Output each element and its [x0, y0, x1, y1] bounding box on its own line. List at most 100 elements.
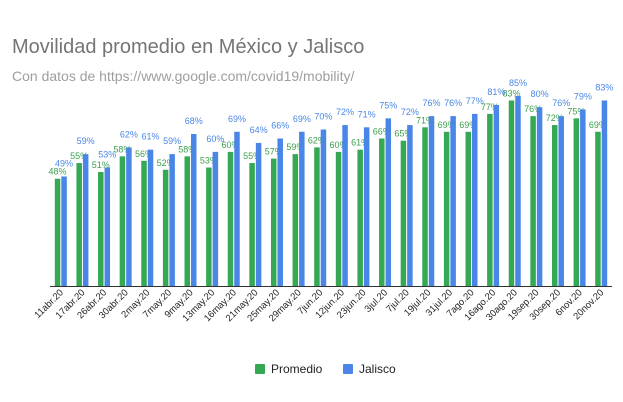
data-label-jalisco-3: 62% — [120, 129, 138, 139]
data-label-promedio-18: 69% — [438, 120, 456, 130]
data-label-jalisco-17: 76% — [423, 98, 441, 108]
bar-promedio-4 — [141, 160, 147, 286]
bar-promedio-11 — [292, 154, 299, 286]
data-label-promedio-10: 57% — [265, 147, 283, 157]
data-label-jalisco-24: 79% — [574, 91, 592, 101]
data-label-promedio-20: 77% — [481, 102, 499, 112]
data-label-jalisco-16: 72% — [401, 107, 419, 117]
data-label-promedio-16: 65% — [394, 129, 412, 139]
bar-jalisco-7 — [212, 151, 219, 286]
data-label-promedio-25: 69% — [589, 120, 607, 130]
data-label-jalisco-2: 53% — [98, 150, 116, 160]
data-label-promedio-7: 53% — [200, 156, 218, 166]
data-label-promedio-13: 60% — [330, 140, 348, 150]
data-label-jalisco-12: 70% — [314, 112, 332, 122]
bar-promedio-7 — [206, 167, 212, 286]
data-label-jalisco-10: 66% — [271, 120, 289, 130]
data-label-promedio-21: 83% — [502, 88, 520, 98]
data-label-jalisco-18: 76% — [444, 98, 462, 108]
legend-label-promedio: Promedio — [271, 362, 323, 376]
bar-jalisco-15 — [385, 118, 392, 287]
data-label-promedio-2: 51% — [92, 160, 110, 170]
bar-promedio-20 — [487, 113, 493, 286]
bar-promedio-5 — [162, 169, 169, 286]
legend-label-jalisco: Jalisco — [359, 362, 396, 376]
data-label-promedio-15: 66% — [373, 126, 391, 136]
bar-promedio-18 — [443, 131, 450, 286]
data-label-jalisco-5: 59% — [163, 136, 181, 146]
bar-promedio-19 — [465, 131, 471, 286]
bar-promedio-16 — [400, 140, 407, 286]
bar-jalisco-19 — [472, 113, 478, 286]
data-label-jalisco-14: 71% — [358, 109, 376, 119]
bar-promedio-22 — [530, 116, 536, 286]
bar-jalisco-17 — [428, 116, 435, 286]
data-label-promedio-5: 52% — [157, 158, 175, 168]
data-label-promedio-9: 55% — [243, 151, 261, 161]
data-label-promedio-19: 69% — [459, 120, 477, 130]
data-label-jalisco-23: 76% — [552, 98, 570, 108]
bar-promedio-9 — [249, 163, 255, 286]
bar-jalisco-9 — [255, 142, 262, 286]
data-label-jalisco-13: 72% — [336, 107, 354, 117]
data-label-jalisco-21: 85% — [509, 78, 527, 88]
bar-jalisco-13 — [342, 125, 348, 286]
data-label-promedio-0: 48% — [49, 167, 67, 177]
data-label-jalisco-4: 61% — [142, 132, 160, 142]
data-label-jalisco-7: 60% — [206, 134, 224, 144]
chart-title: Movilidad promedio en México y Jalisco — [12, 36, 365, 58]
bar-jalisco-16 — [407, 125, 413, 286]
bar-jalisco-10 — [277, 138, 283, 286]
data-label-jalisco-0: 49% — [55, 158, 73, 168]
bar-promedio-23 — [551, 125, 558, 286]
bar-jalisco-1 — [82, 154, 89, 286]
bar-jalisco-5 — [169, 154, 175, 286]
bar-jalisco-23 — [558, 116, 564, 286]
bar-jalisco-12 — [320, 129, 327, 286]
bar-jalisco-4 — [147, 149, 154, 286]
bar-promedio-17 — [422, 127, 428, 286]
bar-jalisco-25 — [601, 100, 608, 287]
data-label-promedio-11: 59% — [286, 142, 304, 152]
bar-jalisco-2 — [104, 167, 111, 286]
data-label-jalisco-20: 81% — [487, 87, 505, 97]
bar-promedio-1 — [76, 163, 82, 286]
bar-promedio-12 — [314, 147, 320, 286]
data-label-promedio-6: 58% — [178, 144, 196, 154]
data-label-promedio-14: 61% — [351, 138, 369, 148]
bar-promedio-8 — [227, 151, 234, 286]
data-label-jalisco-25: 83% — [595, 82, 613, 92]
bar-jalisco-3 — [126, 147, 132, 286]
bar-promedio-14 — [357, 149, 363, 286]
bar-promedio-25 — [595, 131, 601, 286]
bar-promedio-10 — [270, 158, 277, 286]
x-tick-label-15: 3jul.20 — [363, 287, 391, 315]
bar-jalisco-11 — [299, 131, 305, 286]
data-label-jalisco-6: 68% — [185, 116, 203, 126]
bar-jalisco-22 — [536, 107, 543, 286]
data-label-promedio-4: 56% — [135, 149, 153, 159]
data-label-promedio-12: 62% — [308, 135, 326, 145]
bar-jalisco-6 — [191, 134, 197, 286]
bar-jalisco-20 — [493, 104, 500, 286]
bar-promedio-6 — [184, 156, 190, 286]
data-label-promedio-1: 55% — [70, 151, 88, 161]
bar-promedio-24 — [573, 118, 580, 287]
data-label-jalisco-1: 59% — [77, 136, 95, 146]
bar-jalisco-8 — [234, 131, 240, 286]
data-label-promedio-24: 75% — [567, 106, 585, 116]
data-label-promedio-3: 58% — [113, 144, 131, 154]
bar-promedio-13 — [335, 151, 342, 286]
data-label-jalisco-9: 64% — [250, 125, 268, 135]
bar-promedio-2 — [98, 172, 104, 286]
data-label-jalisco-8: 69% — [228, 114, 246, 124]
data-label-jalisco-22: 80% — [531, 89, 549, 99]
data-label-jalisco-15: 75% — [379, 100, 397, 110]
legend-swatch-jalisco — [343, 364, 353, 374]
bar-promedio-21 — [508, 100, 515, 287]
bar-jalisco-0 — [61, 176, 67, 286]
bar-jalisco-14 — [363, 127, 370, 286]
legend-swatch-promedio — [255, 364, 265, 374]
